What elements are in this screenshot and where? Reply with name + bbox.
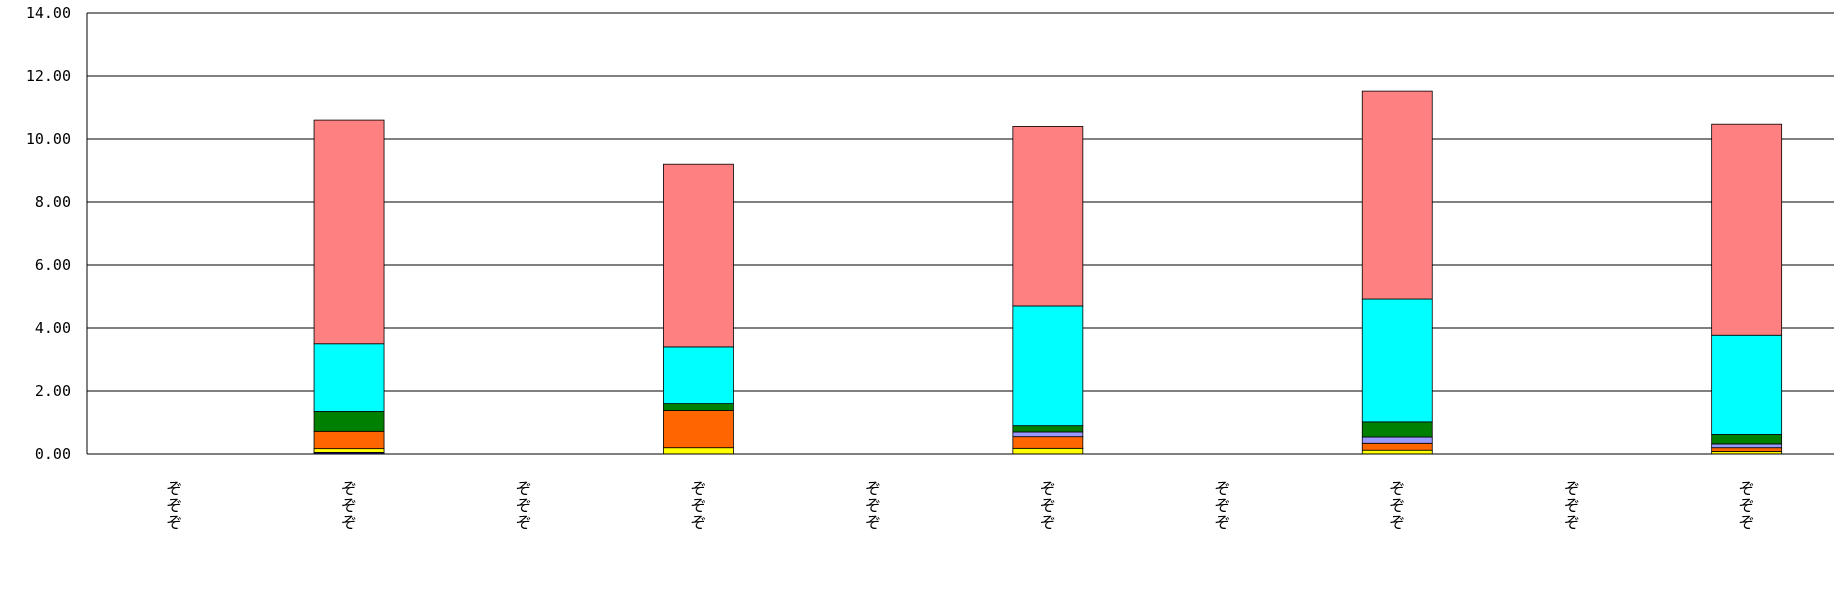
x-category-label: ぞぞぞ — [1564, 479, 1580, 532]
x-category-label: ぞぞぞ — [516, 479, 532, 532]
bar-segment — [663, 163, 734, 348]
y-tick-label: 6.00 — [35, 256, 71, 274]
y-tick-label: 4.00 — [35, 319, 71, 337]
x-category-label: ぞぞぞ — [1040, 479, 1056, 532]
bar-segment — [663, 447, 734, 455]
bar-segment — [313, 448, 385, 453]
x-category-label: ぞぞぞ — [690, 479, 706, 532]
bar-segment — [1711, 447, 1783, 452]
bar-segment — [313, 119, 385, 345]
bar-segment — [1012, 305, 1084, 427]
y-axis-tick-labels: 0.00 2.00 4.00 6.00 8.00 10.00 12.00 14.00 — [26, 4, 71, 463]
bar-segment — [663, 403, 734, 411]
x-category-label: ぞぞぞ — [341, 479, 357, 532]
bar-segment — [1361, 442, 1433, 451]
x-category-label: ぞぞぞ — [166, 479, 182, 532]
bar-segment — [1012, 126, 1084, 307]
bar-segment — [1361, 298, 1433, 423]
bar-segment — [1012, 436, 1084, 449]
bar-segment — [313, 343, 385, 412]
x-category-label: ぞぞぞ — [1739, 479, 1755, 532]
bars — [313, 90, 1783, 455]
bar-segment — [1361, 436, 1433, 444]
y-tick-label: 8.00 — [35, 193, 71, 211]
bar-segment — [1711, 334, 1783, 435]
bar-segment — [663, 346, 734, 404]
bar-segment — [313, 411, 385, 432]
bar-segment — [1361, 90, 1433, 300]
bar-segment — [1012, 447, 1084, 455]
bar-segment — [1711, 123, 1783, 336]
x-category-label: ぞぞぞ — [1215, 479, 1231, 532]
y-tick-label: 0.00 — [35, 445, 71, 463]
y-tick-label: 2.00 — [35, 382, 71, 400]
bar-segment — [1361, 449, 1433, 455]
bar-segment — [313, 430, 385, 450]
bar-segment — [1012, 431, 1084, 438]
x-axis-category-labels: ぞぞぞ ぞぞぞ ぞぞぞ ぞぞぞ ぞぞぞ ぞぞぞ ぞぞぞ ぞぞぞ ぞぞぞ ぞぞぞ — [166, 479, 1754, 532]
y-tick-label: 12.00 — [26, 67, 71, 85]
x-category-label: ぞぞぞ — [865, 479, 881, 532]
bar-segment — [1012, 425, 1084, 433]
y-tick-label: 14.00 — [26, 4, 71, 22]
bar-segment — [663, 410, 734, 449]
y-tick-label: 10.00 — [26, 130, 71, 148]
bar-segment — [1711, 434, 1783, 445]
bar-segment — [1711, 443, 1783, 449]
axes — [86, 13, 1834, 455]
x-category-label: ぞぞぞ — [1389, 479, 1405, 532]
bar-segment — [1361, 421, 1433, 438]
